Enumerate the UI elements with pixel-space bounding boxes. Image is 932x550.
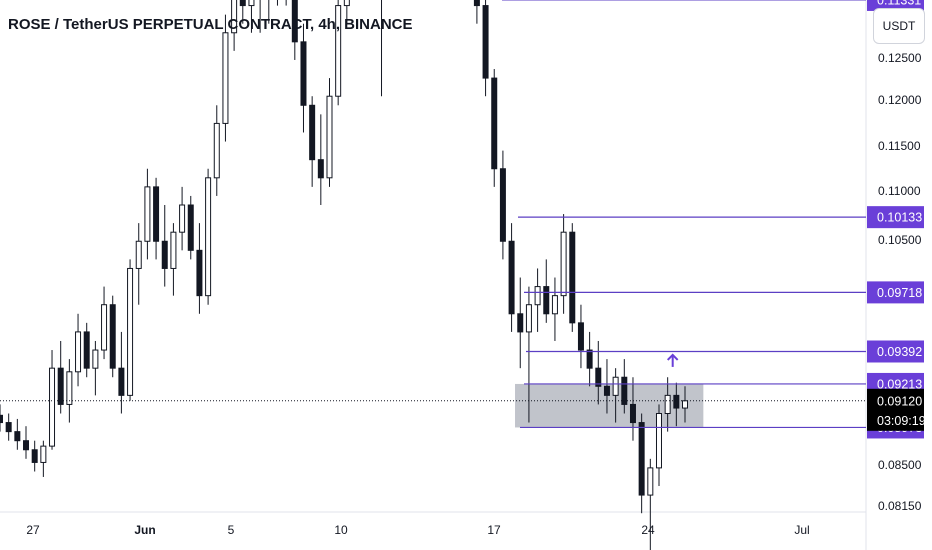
- level-price-tag-label: 0.10133: [877, 211, 922, 225]
- candle-body: [23, 440, 30, 451]
- time-tick-label: 24: [641, 523, 655, 537]
- candle-body: [66, 371, 73, 405]
- time-tick-label: Jul: [794, 523, 809, 537]
- candle-body: [309, 104, 316, 161]
- candle-body: [317, 159, 324, 179]
- current-price-tag[interactable]: [867, 388, 924, 431]
- levels-layer: [0, 0, 866, 429]
- candle-body: [187, 204, 194, 251]
- candle-body: [109, 304, 116, 369]
- candle-body: [682, 400, 688, 409]
- candle-body: [612, 376, 619, 396]
- level-price-tag[interactable]: [867, 340, 924, 363]
- candle-body: [586, 349, 593, 369]
- bar-countdown-label: 03:09:19: [877, 414, 926, 428]
- candle-body: [655, 412, 662, 469]
- candle-body: [638, 422, 645, 496]
- price-tick-label: 0.08150: [878, 499, 922, 513]
- price-tick-label: 0.11500: [878, 139, 921, 153]
- candle-body: [569, 231, 576, 324]
- candle-body: [300, 41, 307, 106]
- level-price-tag-label: 0.09213: [877, 377, 922, 391]
- candle-body: [534, 286, 541, 306]
- price-tick-label: 0.11000: [878, 184, 921, 198]
- candle-body: [205, 177, 212, 297]
- candle-body: [118, 367, 125, 396]
- candle-body: [508, 240, 515, 315]
- level-price-tag[interactable]: [867, 0, 924, 11]
- price-tags-layer: 0.113310.101330.097180.093920.092130.089…: [867, 0, 926, 439]
- price-axis[interactable]: 0.125000.120000.115000.110000.105000.100…: [878, 51, 922, 513]
- candle-body: [664, 394, 671, 414]
- time-tick-label: 17: [487, 523, 501, 537]
- currency-button[interactable]: USDT: [873, 8, 925, 44]
- time-tick-label: 5: [228, 523, 235, 537]
- candle-body: [343, 0, 350, 7]
- candle-body: [577, 322, 584, 351]
- price-tick-label: 0.08500: [878, 458, 922, 472]
- level-price-tag[interactable]: [867, 206, 924, 229]
- level-price-tag[interactable]: [867, 281, 924, 304]
- candle-body: [603, 385, 610, 396]
- price-tick-label: 0.10500: [878, 233, 922, 247]
- candle-body: [621, 376, 628, 405]
- candle-body: [231, 0, 238, 34]
- price-tick-label: 0.12000: [878, 93, 922, 107]
- candle-body: [291, 0, 298, 43]
- level-price-tag-label: 0.09718: [877, 286, 922, 300]
- candle-body: [473, 0, 480, 7]
- candle-body: [101, 304, 108, 351]
- candle-body: [525, 304, 532, 333]
- candle-body: [543, 286, 550, 315]
- time-axis[interactable]: 27 Jun 5 10 17 24 Jul: [26, 523, 809, 537]
- candle-body: [31, 449, 38, 463]
- candle-body: [213, 122, 220, 179]
- arrow-up-icon: [666, 353, 679, 361]
- candle-body: [40, 445, 47, 463]
- candle-body: [499, 168, 506, 242]
- chart-title: ROSE / TetherUS PERPETUAL CONTRACT, 4h, …: [8, 16, 413, 33]
- candle-body: [144, 186, 151, 242]
- candle-body: [196, 249, 203, 297]
- candle-body: [239, 0, 246, 7]
- current-price-label: 0.09120: [877, 394, 922, 408]
- time-tick-label: Jun: [134, 523, 155, 537]
- candle-body: [161, 240, 168, 269]
- candle-body: [595, 367, 602, 387]
- candle-body: [179, 204, 186, 233]
- candle-body: [673, 394, 680, 409]
- candle-body: [57, 367, 64, 405]
- level-price-tag-label: 0.11331: [877, 0, 921, 7]
- candle-body: [326, 95, 333, 179]
- candle-body: [248, 0, 255, 7]
- candle-body: [83, 331, 90, 369]
- candle-body: [170, 231, 177, 269]
- time-tick-label: 10: [334, 523, 348, 537]
- candle-body: [222, 32, 229, 124]
- candle-body: [5, 422, 12, 433]
- candle-body: [14, 431, 21, 442]
- candle-body: [0, 414, 3, 424]
- candle-body: [335, 5, 342, 97]
- candles-layer: [0, 0, 688, 550]
- candle-body: [92, 349, 99, 369]
- level-price-tag-label: 0.09392: [877, 345, 922, 359]
- candle-body: [127, 267, 134, 396]
- candle-body: [560, 231, 567, 297]
- time-tick-label: 27: [26, 523, 40, 537]
- candle-body: [647, 467, 654, 496]
- candle-body: [629, 403, 636, 424]
- candle-body: [153, 186, 160, 242]
- candle-body: [517, 313, 524, 333]
- candle-body: [491, 77, 498, 170]
- candle-body: [135, 240, 142, 269]
- candle-body: [49, 367, 56, 447]
- candle-body: [551, 295, 558, 315]
- candle-body: [75, 331, 82, 373]
- candle-body: [482, 5, 489, 79]
- price-tick-label: 0.12500: [878, 51, 922, 65]
